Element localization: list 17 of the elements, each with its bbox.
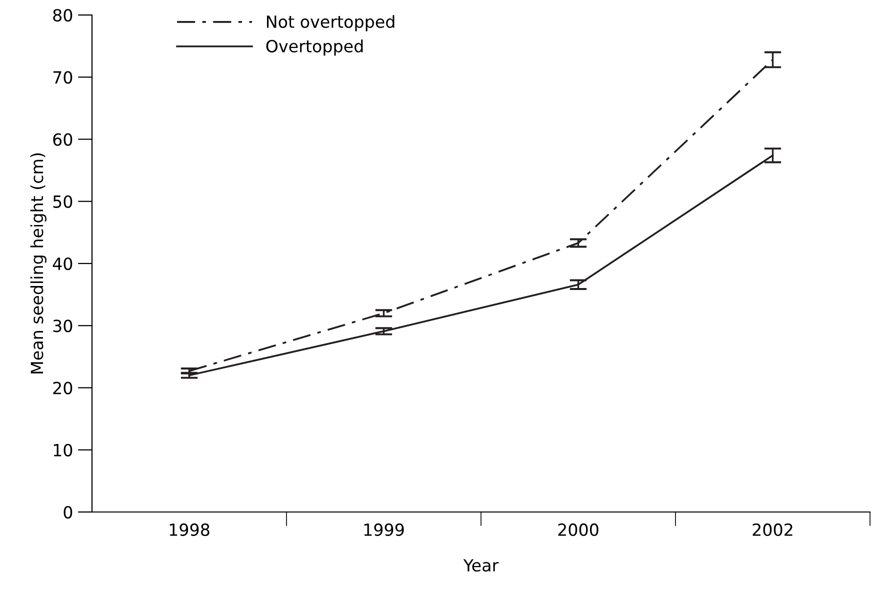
y-tick-label: 0 [64,506,72,519]
y-tick-label: 40 [52,257,72,270]
x-axis-title: Year [463,559,499,572]
x-tick-label: 2002 [752,523,792,536]
legend-label: Not overtopped [266,15,394,32]
x-tick-label: 1998 [170,523,210,536]
y-axis-title: Mean seedling height (cm) [30,153,46,374]
x-tick-label: 2000 [558,523,598,536]
y-tick-label: 10 [54,444,72,456]
legend-label: Overtopped [266,40,363,56]
y-tick-label: 20 [53,382,72,394]
y-tick-label: 70 [53,71,72,84]
y-tick-label: 80 [53,8,72,22]
y-tick-label: 30 [53,320,72,332]
x-tick-label: 1999 [364,523,404,536]
y-tick-label: 60 [53,133,72,146]
y-tick-label: 50 [53,195,72,208]
